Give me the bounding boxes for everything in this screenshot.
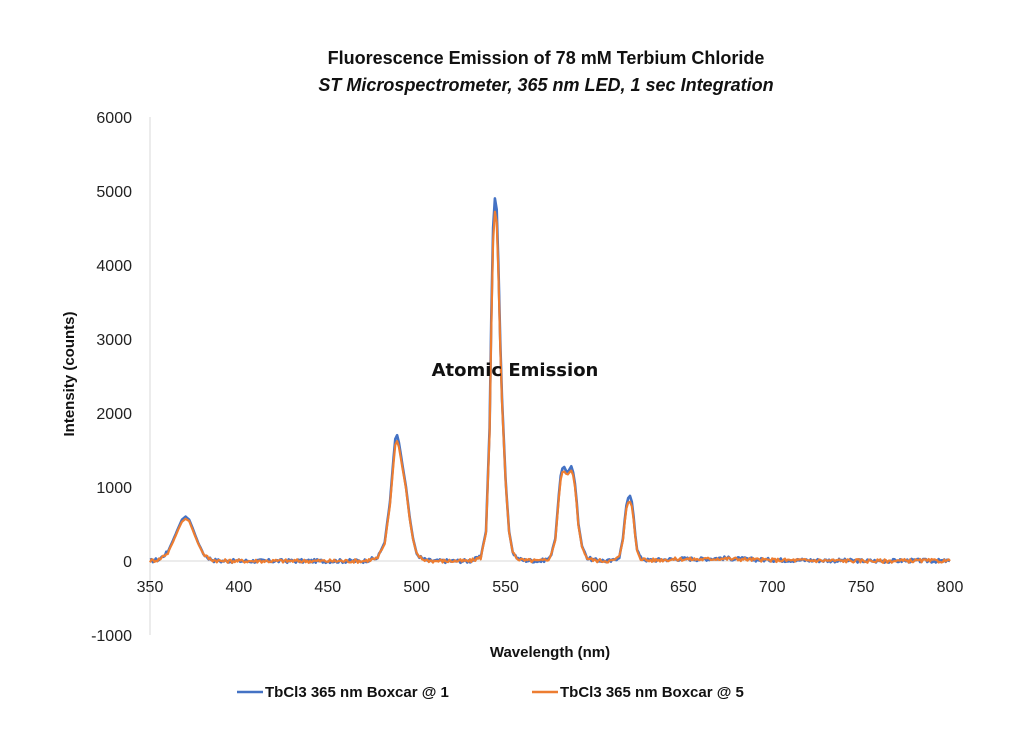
y-axis-label: Intensity (counts) bbox=[61, 311, 78, 436]
x-tick-label: 800 bbox=[937, 579, 964, 596]
x-tick-label: 750 bbox=[848, 579, 875, 596]
x-axis-label: Wavelength (nm) bbox=[490, 644, 610, 661]
y-tick-label: 6000 bbox=[96, 110, 132, 127]
y-tick-label: 1000 bbox=[96, 480, 132, 497]
x-tick-label: 650 bbox=[670, 579, 697, 596]
atomic-emission-annotation: Atomic Emission bbox=[432, 360, 599, 381]
chart-subtitle: ST Microspectrometer, 365 nm LED, 1 sec … bbox=[318, 75, 773, 95]
series-lines bbox=[149, 197, 951, 565]
x-tick-label: 700 bbox=[759, 579, 786, 596]
y-tick-label: 0 bbox=[123, 554, 132, 571]
x-tick-label: 350 bbox=[137, 579, 164, 596]
y-axis: -1000 0 1000 2000 3000 4000 5000 6000 bbox=[91, 110, 151, 645]
y-tick-label: 3000 bbox=[96, 332, 132, 349]
x-tick-label: 500 bbox=[403, 579, 430, 596]
y-tick-label: 5000 bbox=[96, 184, 132, 201]
x-tick-label: 550 bbox=[492, 579, 519, 596]
y-tick-label: 4000 bbox=[96, 258, 132, 275]
y-tick-label: -1000 bbox=[91, 628, 132, 645]
x-tick-label: 400 bbox=[226, 579, 253, 596]
series-line-2 bbox=[149, 210, 951, 564]
x-axis: 350 400 450 500 550 600 650 700 750 800 bbox=[137, 560, 964, 596]
x-tick-label: 600 bbox=[581, 579, 608, 596]
legend-label-1: TbCl3 365 nm Boxcar @ 1 bbox=[265, 684, 449, 701]
legend: TbCl3 365 nm Boxcar @ 1 TbCl3 365 nm Boxc… bbox=[237, 684, 744, 701]
x-tick-label: 450 bbox=[314, 579, 341, 596]
chart-title: Fluorescence Emission of 78 mM Terbium C… bbox=[328, 48, 765, 68]
legend-label-2: TbCl3 365 nm Boxcar @ 5 bbox=[560, 684, 744, 701]
y-tick-label: 2000 bbox=[96, 406, 132, 423]
